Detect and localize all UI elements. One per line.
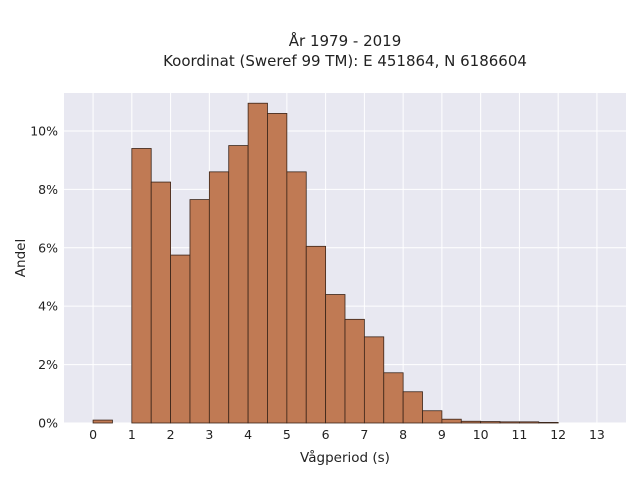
histogram-bar — [422, 410, 443, 424]
x-tick-label: 9 — [438, 427, 446, 442]
histogram-bar — [344, 318, 365, 424]
histogram-bar — [441, 418, 462, 424]
y-tick-label: 6% — [38, 240, 58, 255]
histogram-bar — [363, 336, 385, 424]
chart-title-line-2: Koordinat (Sweref 99 TM): E 451864, N 61… — [163, 52, 527, 70]
histogram-bar — [538, 422, 559, 424]
x-tick-label: 1 — [128, 427, 136, 442]
x-tick-label: 0 — [89, 427, 97, 442]
histogram-bar — [247, 102, 268, 424]
histogram-bar — [170, 254, 191, 424]
x-tick-label: 11 — [511, 427, 527, 442]
x-tick-label: 13 — [589, 427, 605, 442]
histogram-bar — [325, 294, 346, 424]
x-tick-label: 5 — [283, 427, 291, 442]
histogram-bar — [150, 181, 171, 424]
x-tick-label: 10 — [473, 427, 489, 442]
histogram-bar — [228, 145, 249, 424]
y-tick-label: 2% — [38, 357, 58, 372]
x-tick-label: 12 — [550, 427, 566, 442]
histogram-bar — [208, 171, 230, 424]
bars — [92, 102, 559, 424]
histogram-bar — [131, 148, 152, 424]
histogram-bar — [480, 421, 501, 424]
x-tick-label: 6 — [322, 427, 330, 442]
y-tick-label: 4% — [38, 299, 58, 314]
y-tick-label: 10% — [30, 123, 58, 138]
x-axis-label: Vågperiod (s) — [300, 449, 390, 466]
histogram-bar — [305, 245, 327, 424]
y-tick-label: 8% — [38, 182, 58, 197]
x-tick-label: 4 — [244, 427, 252, 442]
x-tick-label: 8 — [399, 427, 407, 442]
histogram-bar — [519, 421, 540, 424]
y-tick-label: 0% — [38, 416, 58, 431]
histogram-bar — [402, 391, 423, 424]
chart-title-line-1: År 1979 - 2019 — [289, 31, 402, 50]
histogram-bar — [92, 419, 113, 424]
histogram-bar — [286, 171, 307, 424]
x-tick-label: 7 — [360, 427, 368, 442]
y-axis-ticks: 0% 2% 4% 6% 8% 10% — [30, 123, 58, 430]
histogram-bar — [189, 199, 210, 424]
histogram-bar — [460, 420, 482, 424]
histogram-bar — [383, 372, 404, 424]
x-tick-label: 2 — [167, 427, 175, 442]
y-axis-label: Andel — [13, 239, 29, 277]
x-tick-label: 3 — [205, 427, 213, 442]
histogram-bar — [267, 113, 288, 424]
histogram-bar — [499, 421, 520, 424]
x-axis-ticks: 0 1 2 3 4 5 6 7 8 9 10 11 12 13 — [89, 427, 605, 442]
